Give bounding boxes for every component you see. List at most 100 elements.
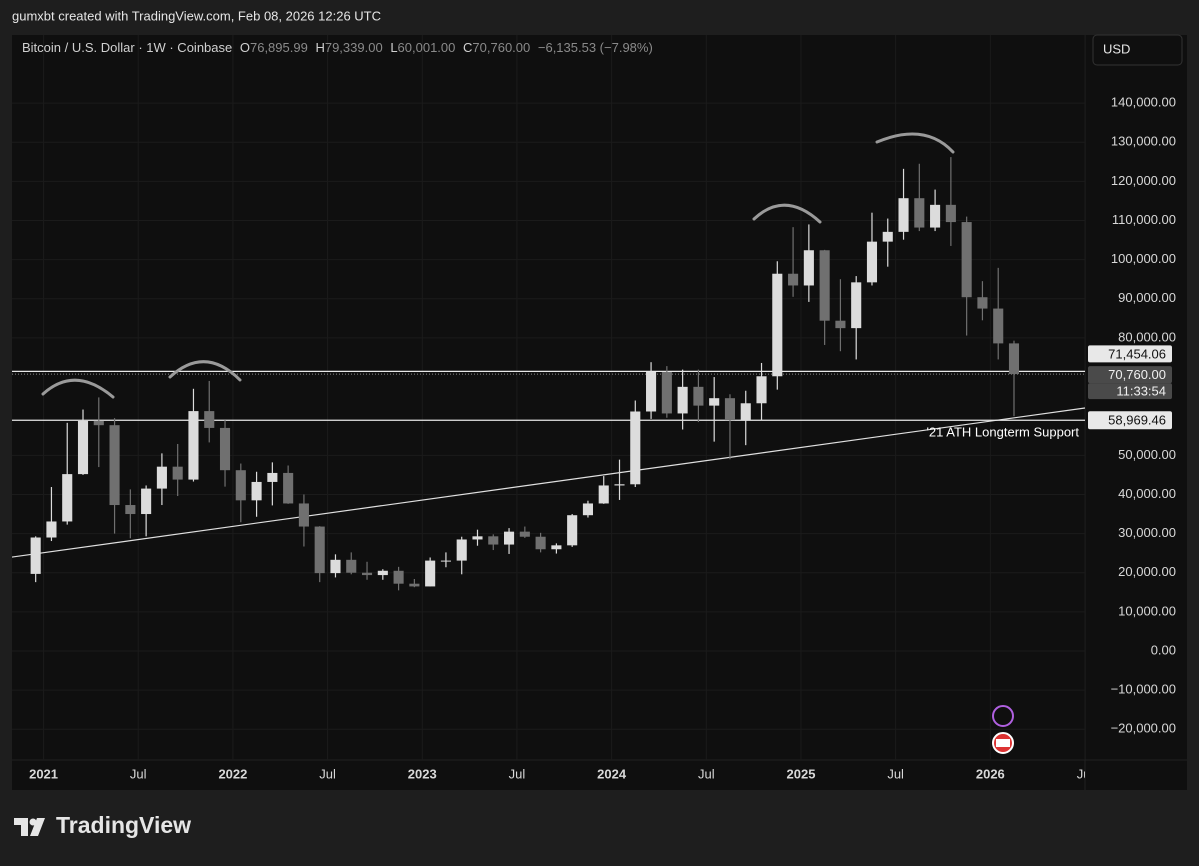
- price-badge-text: 70,760.00: [1108, 367, 1166, 382]
- candle-body: [993, 308, 1004, 344]
- trendline-label: '21 ATH Longterm Support: [926, 424, 1079, 439]
- y-tick-label: 110,000.00: [1112, 212, 1176, 227]
- candle-body: [62, 474, 73, 522]
- legend-symbol: Bitcoin / U.S. Dollar · 1W · Coinbase: [22, 40, 232, 55]
- price-badge-text: 71,454.06: [1108, 346, 1166, 361]
- legend-value: 76,895.99: [250, 40, 308, 55]
- candle-body: [693, 386, 704, 406]
- x-tick-label: 2022: [218, 766, 247, 781]
- price-badge: [1088, 411, 1172, 430]
- arc: [752, 203, 822, 224]
- currency-button[interactable]: USD: [1092, 34, 1183, 66]
- button-frame[interactable]: [1092, 34, 1183, 66]
- candle-body: [945, 204, 956, 223]
- legend-change: −6,135.53 (−7.98%): [538, 40, 653, 55]
- candle-body: [930, 204, 941, 228]
- x-axis: 2021 Jul 2022 Jul 2023 Jul 2024 Jul 2025 Jul 2026 J…: [29, 766, 1094, 781]
- candle-body: [409, 583, 420, 587]
- x-tick-label: Jul: [887, 766, 904, 781]
- trendline: [12, 407, 1085, 558]
- x-tick-label: 2023: [408, 766, 437, 781]
- candle-body: [504, 531, 515, 545]
- logo: [29, 818, 37, 826]
- y-tick-label: 40,000.00: [1118, 486, 1176, 501]
- candle-body: [630, 411, 641, 485]
- legend-label: L: [390, 40, 397, 55]
- candle-body: [803, 250, 814, 286]
- candle-body: [361, 572, 373, 576]
- candle-body: [141, 488, 152, 515]
- candle-body: [125, 505, 136, 515]
- brand-text: TradingView: [56, 812, 191, 838]
- x-tick-label: Jul: [698, 766, 715, 781]
- candle-body: [835, 320, 846, 329]
- candle-body: [709, 398, 720, 406]
- candle-body: [882, 231, 893, 242]
- x-tick-label: 2025: [787, 766, 816, 781]
- candle-body: [582, 503, 593, 516]
- candle-body: [188, 411, 199, 480]
- x-tick-label: 2026: [976, 766, 1005, 781]
- candle-body: [598, 485, 609, 504]
- legend-label: O: [240, 40, 250, 55]
- candle-body: [914, 198, 925, 228]
- candle-body: [425, 560, 436, 587]
- candle-body: [393, 570, 404, 584]
- candle-body: [30, 537, 41, 574]
- price-badge: [1088, 345, 1172, 363]
- y-tick-label: 0.00: [1151, 642, 1176, 657]
- candle-body: [456, 539, 467, 561]
- price-badge: [1088, 366, 1172, 384]
- candle-body: [756, 376, 767, 404]
- candle-body: [267, 472, 278, 482]
- candle-body: [330, 559, 341, 574]
- legend-label: H: [315, 40, 324, 55]
- plot: [12, 157, 1085, 591]
- y-tick-label: 100,000.00: [1111, 251, 1176, 266]
- candle-body: [851, 282, 862, 329]
- candle-body: [472, 536, 483, 540]
- candle-body: [77, 420, 89, 475]
- chart-panel: [12, 35, 1187, 790]
- y-tick-label: 90,000.00: [1118, 290, 1176, 305]
- candle-body: [109, 425, 120, 506]
- candle-body: [567, 515, 578, 546]
- brand: TradingView: [14, 812, 191, 838]
- candle-body: [614, 484, 625, 486]
- candle-body: [314, 526, 325, 574]
- logo: [14, 818, 45, 836]
- candle-body: [172, 466, 183, 480]
- grid: [12, 35, 1085, 760]
- y-tick-label: 130,000.00: [1111, 134, 1176, 149]
- candle-body: [977, 297, 988, 309]
- legend: Bitcoin / U.S. Dollar · 1W · Coinbase O7…: [22, 40, 653, 55]
- y-tick-label: 80,000.00: [1118, 329, 1176, 344]
- pattern-arcs: [41, 132, 955, 399]
- candle-body: [488, 536, 499, 545]
- event-icons: [992, 705, 1014, 754]
- candle-body: [93, 420, 104, 426]
- icon: [992, 705, 1014, 727]
- candle-body: [788, 273, 799, 286]
- price-badge-text: 58,969.46: [1108, 413, 1166, 428]
- legend-label: C: [463, 40, 472, 55]
- x-tick-label: Jul: [509, 766, 526, 781]
- x-tick-label: Jul: [1077, 766, 1094, 781]
- candle-body: [772, 273, 783, 377]
- x-tick-label: 2021: [29, 766, 58, 781]
- y-tick-label: 120,000.00: [1111, 173, 1176, 188]
- candle-body: [219, 427, 231, 471]
- candle-body: [251, 481, 262, 501]
- button-text[interactable]: USD: [1103, 41, 1130, 56]
- x-tick-label: Jul: [130, 766, 147, 781]
- candle-body: [740, 403, 751, 421]
- legend-value: 60,001.00: [398, 40, 456, 55]
- candle-body: [204, 411, 215, 428]
- candle-body: [961, 222, 972, 298]
- candle-body: [519, 531, 530, 537]
- arc: [168, 360, 242, 382]
- candle-body: [646, 371, 657, 412]
- candle-body: [898, 198, 909, 232]
